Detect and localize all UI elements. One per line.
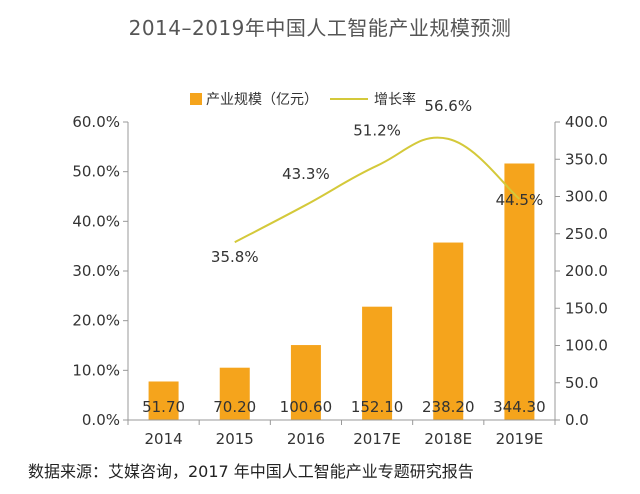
left-tick-label: 30.0%: [72, 262, 120, 280]
growth-rate-label: 51.2%: [353, 122, 401, 140]
chart-title: 2014–2019年中国人工智能产业规模预测: [128, 16, 512, 40]
growth-rate-label: 35.8%: [211, 248, 259, 266]
bar-2017E: [362, 306, 393, 420]
x-tick-label: 2016: [287, 430, 325, 448]
bar-value-label: 51.70: [142, 398, 185, 416]
growth-rate-label: 44.5%: [496, 191, 544, 209]
bar-2014: [148, 381, 179, 420]
growth-rate-line: [234, 136, 521, 244]
right-tick-label: 300.0: [565, 188, 608, 206]
legend-bar-label: 产业规模（亿元）: [206, 92, 318, 108]
source-note: 数据来源：艾媒咨询，2017 年中国人工智能产业专题研究报告: [28, 462, 474, 481]
bar-value-label: 238.20: [422, 398, 475, 416]
right-tick-label: 400.0: [565, 113, 608, 131]
growth-rate-label: 56.6%: [424, 97, 472, 115]
right-tick-label: 150.0: [565, 299, 608, 317]
legend-line-label: 增长率: [374, 91, 416, 108]
bar-2019E: [504, 163, 535, 420]
right-tick-label: 50.0: [565, 374, 598, 392]
left-tick-label: 10.0%: [72, 361, 120, 379]
legend-bar-swatch: [190, 93, 202, 105]
left-tick-label: 60.0%: [72, 113, 120, 131]
right-tick-label: 350.0: [565, 150, 608, 168]
bar-2016: [290, 345, 321, 420]
right-tick-label: 200.0: [565, 262, 608, 280]
right-tick-label: 100.0: [565, 337, 608, 355]
bar-value-label: 70.20: [213, 398, 256, 416]
bar-2015: [219, 367, 250, 420]
left-tick-label: 40.0%: [72, 212, 120, 230]
bar-2018E: [433, 242, 464, 420]
bar-value-label: 152.10: [351, 398, 404, 416]
right-tick-label: 0.0: [565, 411, 589, 429]
x-tick-label: 2017E: [353, 430, 401, 448]
x-tick-label: 2014: [144, 430, 182, 448]
left-tick-label: 20.0%: [72, 312, 120, 330]
bar-value-label: 344.30: [493, 398, 546, 416]
right-tick-label: 250.0: [565, 225, 608, 243]
bar-value-label: 100.60: [280, 398, 333, 416]
left-tick-label: 50.0%: [72, 163, 120, 181]
x-tick-label: 2015: [216, 430, 254, 448]
left-tick-label: 0.0%: [82, 411, 120, 429]
x-tick-label: 2018E: [424, 430, 472, 448]
x-tick-label: 2019E: [496, 430, 544, 448]
growth-rate-label: 43.3%: [282, 165, 330, 183]
